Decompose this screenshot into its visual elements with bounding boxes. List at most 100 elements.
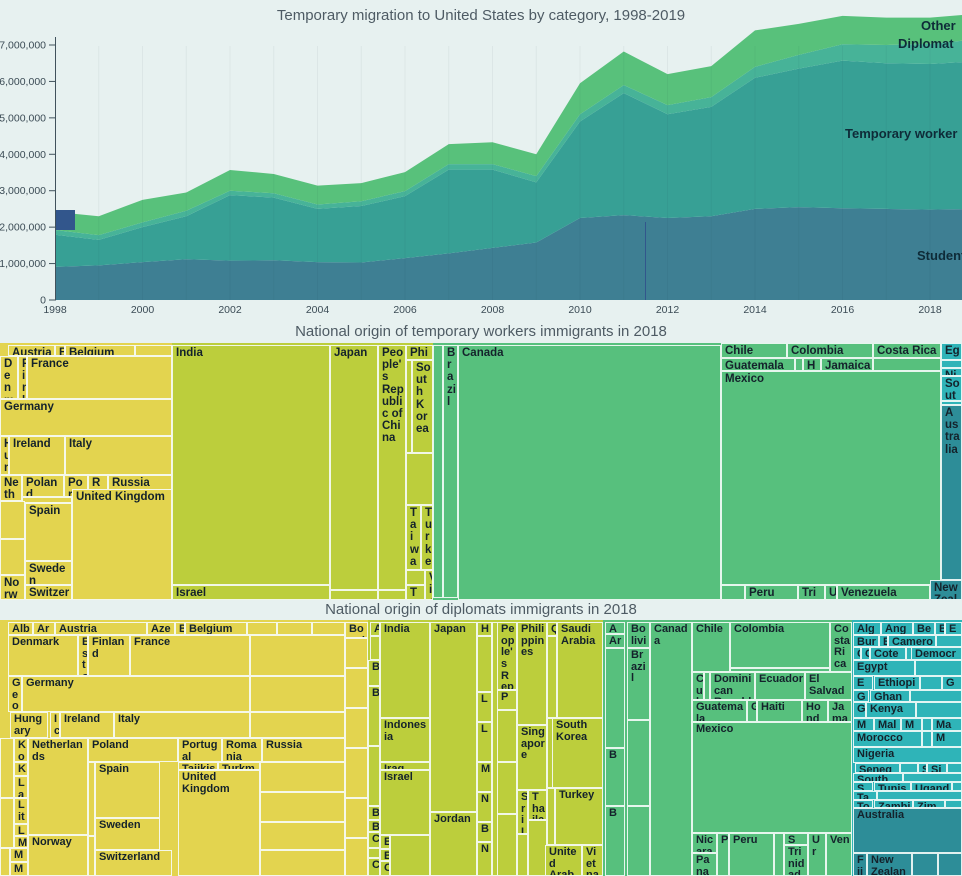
treemap-cell[interactable] [433, 345, 443, 598]
treemap-cell-israel[interactable]: Israel [172, 585, 330, 600]
treemap-cell-spain[interactable]: Spain [95, 762, 160, 818]
treemap-cell-taiwan[interactable]: Taiwan [406, 505, 421, 570]
treemap-cell-chile[interactable]: Chile [692, 622, 730, 672]
treemap-cell-thailand[interactable]: Thailand [528, 790, 547, 820]
treemap-cell[interactable] [250, 676, 345, 712]
treemap-cell-estonia[interactable]: Estonia [78, 635, 88, 676]
treemap-cell-georgia[interactable]: Georgia [8, 676, 22, 712]
treemap-cell[interactable] [916, 702, 962, 718]
treemap-cell-b[interactable]: B [935, 622, 945, 635]
treemap-cell-poland[interactable]: Poland [88, 738, 178, 762]
treemap-cell-new-zealand[interactable]: New Zealand [867, 853, 912, 876]
treemap-cell[interactable] [345, 798, 368, 838]
treemap-cell-b[interactable]: B [380, 835, 390, 849]
treemap-cell-c[interactable]: C [380, 861, 390, 876]
area-band-student[interactable] [55, 207, 962, 300]
treemap-cell[interactable] [370, 636, 380, 660]
treemap-cell[interactable] [22, 497, 72, 503]
treemap-cell-madagascar[interactable]: Madagascar [853, 718, 874, 731]
treemap-cell-ma[interactable]: Ma [932, 718, 962, 731]
treemap-cell[interactable] [952, 782, 962, 791]
treemap-cell-turkey[interactable]: Turkey [421, 505, 433, 570]
treemap-cell-lithuania[interactable]: Lithuania [14, 798, 28, 824]
treemap-cell-ethiopia[interactable]: Ethiopia [874, 676, 920, 690]
area-band-diplomat[interactable] [55, 40, 962, 240]
treemap-cell-el-salvador[interactable]: El Salvador [805, 672, 852, 700]
treemap-cell-b[interactable]: B [879, 635, 888, 647]
treemap-cell-new-zealand[interactable]: New Zealand [930, 580, 962, 600]
treemap-cell-germany[interactable]: Germany [0, 399, 172, 436]
treemap-cell-south-korea[interactable]: South Korea [552, 718, 603, 788]
treemap-cell[interactable] [345, 638, 368, 668]
treemap-cell-armenia[interactable]: Armenia [33, 622, 55, 635]
treemap-cell[interactable] [378, 590, 406, 600]
treemap-cell-netherlands[interactable]: Netherlands [28, 738, 88, 835]
treemap-cell-ven[interactable]: Ven [826, 833, 852, 876]
treemap-cell-kosovo[interactable]: Kosovo [14, 738, 28, 762]
treemap-cell-qatar[interactable]: Qatar [547, 622, 557, 636]
treemap-cell[interactable] [260, 792, 345, 822]
treemap-cell-s[interactable]: S [784, 833, 808, 845]
treemap-cell[interactable] [312, 622, 345, 635]
treemap-cell[interactable] [922, 731, 932, 747]
treemap-cell-trinidad-tobago[interactable]: Trinidad & Tobago [784, 845, 808, 876]
treemap-cell-guatemala[interactable]: Guatemala [692, 700, 747, 722]
treemap-cell-costa-rica[interactable]: Costa Rica [830, 622, 852, 672]
treemap-cell[interactable] [795, 358, 803, 371]
treemap-cell-tajikistan[interactable]: Tajikistan [178, 762, 218, 770]
treemap-temporary-workers[interactable]: AustriaBBelgium DenmarkFinlandFranceGerma… [0, 343, 962, 600]
treemap-cell-sierra-leone[interactable]: Sierra Leone [927, 763, 947, 773]
treemap-cell[interactable] [627, 720, 650, 806]
treemap-cell-mexico[interactable]: Mexico [692, 722, 852, 833]
treemap-cell-belgium[interactable]: Belgium [65, 345, 135, 356]
treemap-cell-b[interactable]: B [368, 686, 380, 746]
treemap-cell-cameroon[interactable]: Cameroon [888, 635, 936, 647]
treemap-cell-colombia[interactable]: Colombia [730, 622, 830, 668]
treemap-cell-jamaica[interactable]: Jamaica [828, 700, 852, 722]
treemap-cell-an[interactable]: An [605, 622, 625, 634]
treemap-cell-algeria[interactable]: Algeria [853, 622, 881, 635]
treemap-cell[interactable] [721, 585, 745, 600]
treemap-cell-luxembourg[interactable]: Luxembourg [14, 824, 28, 836]
treemap-cell[interactable] [0, 848, 10, 876]
treemap-cell-italy[interactable]: Italy [114, 712, 250, 738]
treemap-cell[interactable] [406, 570, 425, 585]
treemap-cell-ghana[interactable]: Ghana [870, 690, 910, 702]
treemap-cell-venezuela[interactable]: Venezuela [837, 585, 930, 600]
treemap-cell-philippines[interactable]: Philippines [406, 345, 433, 360]
treemap-cell-colombia[interactable]: Colombia [787, 343, 873, 358]
treemap-cell-s[interactable]: S [918, 763, 927, 773]
treemap-cell-kyrgyzstan[interactable]: Kyrgyzstan [14, 762, 28, 776]
stacked-area-chart[interactable]: 0 1,000,000 2,000,000 3,000,000 4,000,000 5,0… [0, 0, 962, 318]
treemap-cell-sweden[interactable]: Sweden [95, 818, 160, 850]
treemap-cell-vietnam[interactable]: Vietnam [425, 570, 433, 600]
treemap-cell[interactable] [260, 762, 345, 792]
treemap-cell[interactable] [497, 710, 517, 762]
treemap-cell-united-kingdom[interactable]: United Kingdom [178, 770, 260, 876]
treemap-cell-costa-rica[interactable]: Costa Rica [873, 343, 941, 358]
treemap-cell-nicaragua[interactable]: Nicaragua [692, 833, 717, 853]
treemap-cell-austria[interactable]: Austria [8, 345, 55, 356]
treemap-cell-hungary[interactable]: Hungary [0, 436, 9, 475]
treemap-cell[interactable] [0, 501, 25, 539]
treemap-cell[interactable] [390, 835, 430, 876]
treemap-cell-denmark[interactable]: Denmark [8, 635, 78, 676]
treemap-cell-france[interactable]: France [27, 356, 172, 399]
treemap-cell-panama[interactable]: Panama [692, 853, 717, 876]
treemap-cell-south-africa[interactable]: South Africa [853, 773, 903, 782]
treemap-cell[interactable] [920, 676, 942, 690]
treemap-cell-malawi[interactable]: Malawi [874, 718, 901, 731]
treemap-cell-egypt[interactable]: Egypt [853, 660, 915, 676]
treemap-cell-uganda[interactable]: Uganda [911, 782, 952, 791]
treemap-cell[interactable] [547, 636, 557, 718]
treemap-cell-peru[interactable]: Peru [729, 833, 774, 876]
treemap-cell-morocco[interactable]: Morocco [853, 731, 922, 747]
treemap-cell-spain[interactable]: Spain [25, 503, 72, 561]
treemap-cell[interactable] [0, 738, 14, 798]
treemap-cell-portugal[interactable]: Portugal [178, 738, 222, 762]
treemap-cell-c[interactable]: C [368, 832, 380, 848]
treemap-cell-ireland[interactable]: Ireland [9, 436, 65, 475]
treemap-cell-h[interactable]: H [477, 622, 492, 636]
treemap-cell[interactable] [912, 853, 938, 876]
treemap-cell-u[interactable]: U [825, 585, 837, 600]
